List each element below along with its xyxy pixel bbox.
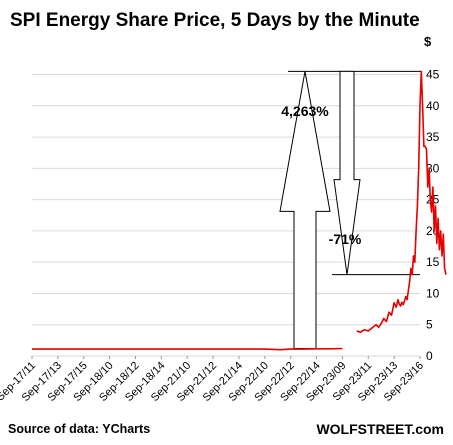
y-tick-label: 15 — [426, 255, 440, 269]
source-note: Source of data: YCharts — [8, 422, 150, 436]
y-tick-label: 0 — [426, 349, 433, 363]
grid — [32, 74, 420, 357]
y-tick-label: 45 — [426, 68, 440, 82]
series — [32, 70, 447, 351]
y-unit-label: $ — [424, 34, 432, 49]
increase-arrow — [279, 71, 331, 349]
x-axis-ticks: Sep-17/11Sep-17/13Sep-17/15Sep-18/10Sep-… — [0, 356, 426, 404]
decrease-label: -71% — [329, 231, 362, 247]
y-tick-label: 5 — [426, 318, 433, 332]
decrease-arrow — [333, 70, 361, 275]
chart-title: SPI Energy Share Price, 5 Days by the Mi… — [10, 10, 420, 31]
y-tick-label: 10 — [426, 286, 440, 300]
price-series-line — [32, 70, 447, 351]
brand-label: WOLFSTREET.com — [316, 421, 444, 437]
increase-label: 4,263% — [281, 103, 329, 119]
y-tick-label: 35 — [426, 130, 440, 144]
annotations: 4,263% -71% — [279, 70, 422, 349]
y-tick-label: 40 — [426, 99, 440, 113]
